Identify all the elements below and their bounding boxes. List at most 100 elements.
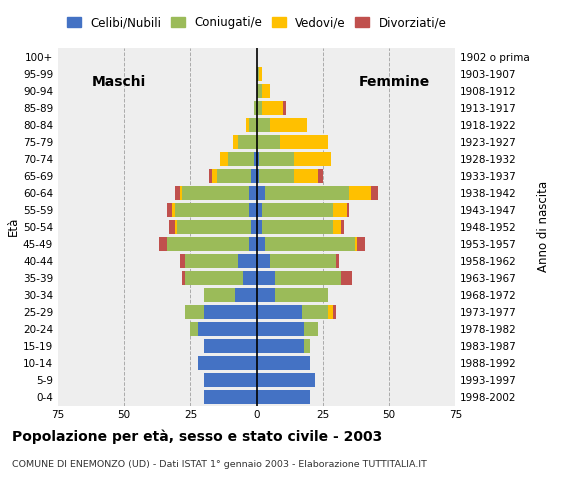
Bar xyxy=(304,339,310,353)
Bar xyxy=(256,135,281,149)
Bar xyxy=(204,390,256,404)
Bar xyxy=(204,305,256,319)
Bar xyxy=(270,254,336,268)
Bar xyxy=(238,135,256,149)
Bar xyxy=(254,152,256,166)
Bar xyxy=(334,203,347,217)
Bar xyxy=(275,288,328,302)
Bar xyxy=(244,271,256,285)
Bar xyxy=(256,254,270,268)
Bar xyxy=(270,118,307,132)
Bar xyxy=(256,220,262,234)
Y-axis label: Anno di nascita: Anno di nascita xyxy=(537,181,550,272)
Bar xyxy=(190,322,198,336)
Bar xyxy=(256,169,259,183)
Bar xyxy=(254,101,256,115)
Text: Popolazione per età, sesso e stato civile - 2003: Popolazione per età, sesso e stato civil… xyxy=(12,430,382,444)
Text: COMUNE DI ENEMONZO (UD) - Dati ISTAT 1° gennaio 2003 - Elaborazione TUTTITALIA.I: COMUNE DI ENEMONZO (UD) - Dati ISTAT 1° … xyxy=(12,460,426,469)
Bar xyxy=(233,135,238,149)
Bar xyxy=(256,237,264,251)
Bar xyxy=(220,152,227,166)
Bar xyxy=(349,186,371,200)
Bar xyxy=(180,186,183,200)
Bar xyxy=(256,84,262,97)
Bar xyxy=(238,254,256,268)
Bar xyxy=(342,271,352,285)
Bar xyxy=(275,271,342,285)
Bar xyxy=(354,237,357,251)
Bar xyxy=(185,271,244,285)
Bar xyxy=(256,373,315,387)
Bar xyxy=(246,118,249,132)
Bar xyxy=(264,237,354,251)
Bar xyxy=(177,220,251,234)
Bar xyxy=(318,169,323,183)
Bar xyxy=(166,203,172,217)
Bar xyxy=(256,322,304,336)
Bar xyxy=(169,220,175,234)
Bar xyxy=(256,271,275,285)
Bar xyxy=(212,169,217,183)
Bar xyxy=(256,390,310,404)
Bar xyxy=(175,220,177,234)
Bar xyxy=(328,305,334,319)
Bar xyxy=(251,169,256,183)
Bar xyxy=(175,203,249,217)
Bar xyxy=(334,305,336,319)
Bar xyxy=(256,203,262,217)
Bar xyxy=(198,356,256,370)
Bar xyxy=(347,203,349,217)
Bar xyxy=(256,305,302,319)
Bar xyxy=(249,118,256,132)
Bar xyxy=(371,186,379,200)
Bar xyxy=(302,305,328,319)
Bar xyxy=(293,152,331,166)
Bar xyxy=(259,169,293,183)
Bar xyxy=(342,220,344,234)
Bar xyxy=(183,271,185,285)
Bar xyxy=(204,373,256,387)
Bar xyxy=(198,322,256,336)
Bar xyxy=(180,254,185,268)
Bar xyxy=(256,186,264,200)
Bar xyxy=(283,101,286,115)
Bar xyxy=(251,220,256,234)
Bar xyxy=(227,152,254,166)
Bar xyxy=(262,220,334,234)
Bar xyxy=(159,237,166,251)
Bar xyxy=(262,84,270,97)
Bar xyxy=(204,339,256,353)
Bar xyxy=(249,203,256,217)
Bar xyxy=(249,237,256,251)
Bar xyxy=(256,339,304,353)
Bar xyxy=(185,254,238,268)
Bar xyxy=(217,169,251,183)
Bar xyxy=(235,288,256,302)
Bar xyxy=(259,67,262,81)
Bar xyxy=(204,288,235,302)
Text: Femmine: Femmine xyxy=(359,75,430,89)
Bar xyxy=(166,237,249,251)
Bar xyxy=(185,305,204,319)
Bar xyxy=(256,356,310,370)
Bar xyxy=(256,152,259,166)
Bar xyxy=(281,135,328,149)
Bar xyxy=(256,67,259,81)
Bar xyxy=(336,254,339,268)
Bar xyxy=(256,288,275,302)
Bar xyxy=(262,203,334,217)
Bar xyxy=(249,186,256,200)
Bar xyxy=(256,118,270,132)
Y-axis label: Età: Età xyxy=(7,217,20,237)
Bar xyxy=(304,322,318,336)
Bar xyxy=(293,169,318,183)
Bar xyxy=(259,152,293,166)
Bar xyxy=(209,169,212,183)
Text: Maschi: Maschi xyxy=(92,75,146,89)
Bar xyxy=(262,101,283,115)
Bar xyxy=(357,237,365,251)
Bar xyxy=(256,101,262,115)
Bar xyxy=(183,186,249,200)
Bar xyxy=(175,186,180,200)
Bar xyxy=(264,186,349,200)
